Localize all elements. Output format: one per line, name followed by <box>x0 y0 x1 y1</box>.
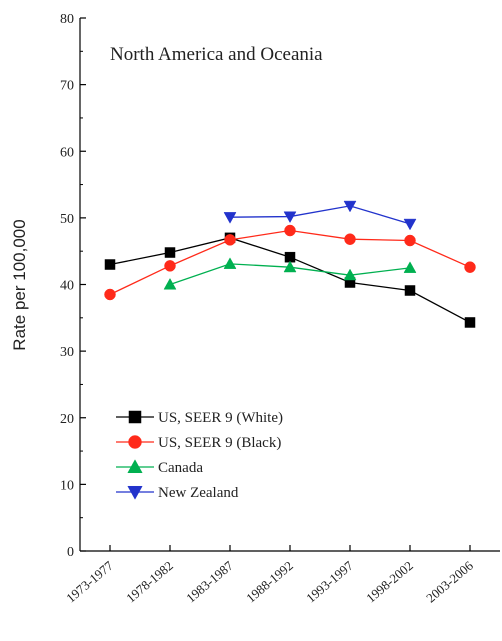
legend-marker <box>128 410 142 424</box>
legend: US, SEER 9 (White) US, SEER 9 (Black) Cana… <box>116 410 283 501</box>
data-point <box>403 218 417 231</box>
data-point <box>464 317 476 328</box>
series-new-zealand <box>223 200 417 231</box>
x-tick-label: 1983-1987 <box>183 557 236 605</box>
legend-label: US, SEER 9 (White) <box>158 410 283 426</box>
chart-title: North America and Oceania <box>110 44 323 65</box>
data-point <box>163 277 177 290</box>
legend-label: US, SEER 9 (Black) <box>158 435 281 451</box>
y-tick-label: 80 <box>60 12 74 27</box>
data-point <box>284 224 296 237</box>
data-point <box>464 261 476 273</box>
y-tick-label: 20 <box>60 412 74 427</box>
y-axis-label: Rate per 100,000 <box>10 219 29 350</box>
data-point <box>223 257 237 269</box>
series-layer <box>104 200 476 328</box>
y-tick-label: 70 <box>60 79 74 94</box>
legend-label: Canada <box>158 460 203 476</box>
y-tick-label: 60 <box>60 145 74 160</box>
data-point <box>343 200 357 213</box>
x-tick-label: 1973-1977 <box>63 557 116 605</box>
data-point <box>283 260 297 273</box>
axes: 0 10 20 30 40 50 60 70 80 1973-1977 1978-1982 1983-… <box>60 12 500 606</box>
legend-item: Canada <box>116 459 203 476</box>
data-point <box>283 211 297 224</box>
x-tick-label: 1993-1997 <box>303 557 356 605</box>
legend-item: US, SEER 9 (Black) <box>116 435 281 451</box>
legend-marker <box>127 459 143 474</box>
legend-item: US, SEER 9 (White) <box>116 410 283 426</box>
series-line <box>109 237 471 324</box>
data-point <box>223 212 237 224</box>
data-point <box>164 260 176 272</box>
y-tick-label: 0 <box>67 545 74 560</box>
y-tick-label: 30 <box>60 345 74 360</box>
series-us-seer-9-white <box>104 232 476 328</box>
y-tick-label: 50 <box>60 212 74 227</box>
data-point <box>403 261 417 273</box>
x-tick-label: 1978-1982 <box>123 558 176 606</box>
legend-label: New Zealand <box>158 485 239 501</box>
y-tick-label: 40 <box>60 279 74 294</box>
data-point <box>104 259 116 270</box>
data-point <box>104 288 116 301</box>
data-point <box>224 234 236 246</box>
legend-item: New Zealand <box>116 485 239 501</box>
series-line <box>229 205 411 225</box>
legend-marker <box>127 485 143 500</box>
x-tick-label: 2003-2006 <box>423 557 476 605</box>
legend-marker <box>128 435 142 449</box>
data-point <box>404 234 416 247</box>
data-point <box>344 233 356 245</box>
y-tick-label: 10 <box>60 478 74 493</box>
x-tick-label: 1998-2002 <box>363 558 416 606</box>
data-point <box>164 247 176 258</box>
x-tick-label: 1988-1992 <box>243 558 296 606</box>
series-us-seer-9-black <box>104 224 476 301</box>
data-point <box>343 268 357 281</box>
series-canada <box>163 257 417 290</box>
data-point <box>404 285 416 296</box>
